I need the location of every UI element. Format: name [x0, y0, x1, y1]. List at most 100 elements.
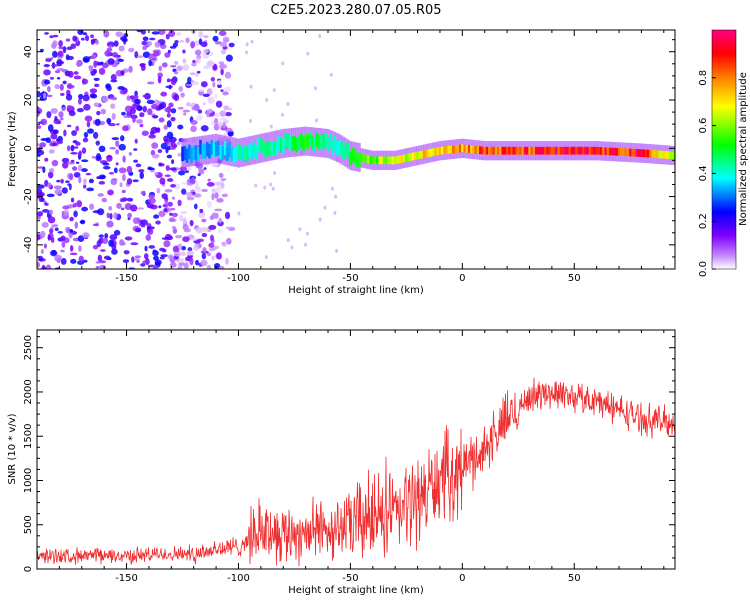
- ridge-cell: [530, 146, 534, 155]
- noise-speckle: [206, 252, 212, 257]
- noise-speckle: [190, 79, 194, 83]
- noise-speckle: [193, 103, 200, 112]
- noise-speckle: [56, 77, 61, 80]
- sparse-speckle: [333, 210, 337, 215]
- ridge-cell: [340, 141, 343, 157]
- noise-speckle: [91, 53, 97, 60]
- ridge-cell: [324, 133, 328, 149]
- noise-speckle: [67, 70, 74, 78]
- ridge-cell: [590, 146, 594, 155]
- ridge-cell: [573, 146, 576, 155]
- noise-speckle: [84, 34, 90, 42]
- ridge-cell: [664, 151, 668, 159]
- x-tick-label: 50: [568, 273, 581, 284]
- noise-speckle: [158, 205, 162, 209]
- noise-speckle: [78, 93, 84, 100]
- ridge-cell: [620, 148, 623, 156]
- ridge-cell: [474, 145, 478, 154]
- noise-speckle: [139, 123, 144, 128]
- noise-speckle: [180, 92, 185, 98]
- noise-speckle: [50, 107, 58, 114]
- ridge-cell: [306, 134, 310, 149]
- noise-speckle: [200, 41, 208, 48]
- ridge-cell: [369, 156, 372, 164]
- ridge-cell: [622, 148, 625, 157]
- noise-speckle: [157, 149, 163, 154]
- noise-speckle: [48, 149, 55, 154]
- sparse-speckle: [290, 245, 294, 250]
- ridge-cell: [201, 144, 205, 159]
- ridge-cell: [494, 146, 498, 155]
- noise-speckle: [46, 111, 52, 119]
- noise-speckle: [148, 193, 155, 199]
- noise-speckle: [106, 85, 112, 92]
- noise-speckle: [165, 85, 173, 89]
- noise-speckle: [84, 115, 93, 122]
- ridge-cell: [458, 144, 462, 153]
- noise-speckle: [121, 189, 126, 194]
- noise-speckle: [122, 259, 130, 263]
- ridge-cell: [295, 138, 299, 153]
- noise-speckle: [72, 35, 78, 42]
- noise-speckle: [202, 247, 207, 254]
- noise-speckle: [154, 41, 161, 48]
- noise-speckle: [43, 63, 50, 68]
- ridge-cell: [416, 151, 419, 160]
- noise-speckle: [82, 259, 88, 263]
- noise-speckle: [202, 93, 210, 97]
- noise-speckle: [159, 102, 164, 110]
- noise-speckle: [85, 172, 92, 176]
- noise-speckle: [212, 81, 216, 88]
- noise-speckle: [94, 83, 100, 88]
- ridge-cell: [579, 146, 583, 155]
- snr-frame: [36, 329, 676, 570]
- ridge-cell: [658, 150, 661, 159]
- ridge-cell: [389, 156, 393, 165]
- noise-speckle: [153, 255, 159, 261]
- noise-speckle: [200, 81, 208, 88]
- ridge-cell: [396, 156, 399, 164]
- noise-speckle: [96, 240, 102, 248]
- noise-speckle: [106, 212, 110, 219]
- noise-speckle: [219, 110, 227, 117]
- noise-speckle: [122, 155, 126, 163]
- ridge-cell: [479, 146, 482, 155]
- ridge-cell: [523, 146, 527, 155]
- ridge-cell: [371, 156, 375, 165]
- noise-speckle: [177, 124, 184, 130]
- ridge-cell: [273, 141, 276, 156]
- noise-speckle: [193, 40, 200, 47]
- ridge-cell: [492, 146, 496, 155]
- noise-speckle: [47, 171, 54, 179]
- noise-speckle: [76, 61, 82, 68]
- ridge-cell: [250, 144, 254, 160]
- noise-speckle: [83, 184, 87, 189]
- noise-speckle: [124, 236, 133, 241]
- colorbar-tick-label: 0.4: [698, 165, 709, 181]
- ridge-cell: [235, 146, 238, 161]
- noise-speckle: [197, 173, 201, 177]
- noise-speckle: [111, 178, 118, 181]
- noise-speckle: [78, 255, 84, 263]
- noise-speckle: [104, 50, 112, 57]
- noise-speckle: [156, 187, 161, 194]
- noise-speckle: [61, 157, 70, 163]
- y-tick-label: -20: [23, 188, 34, 204]
- noise-speckle: [189, 258, 194, 266]
- noise-speckle: [194, 49, 202, 56]
- noise-speckle: [102, 237, 109, 244]
- sparse-speckle: [237, 211, 241, 216]
- noise-speckle: [208, 51, 214, 56]
- y-tick-label: 1500: [23, 423, 34, 448]
- sparse-speckle: [254, 183, 258, 188]
- noise-speckle: [147, 228, 154, 235]
- noise-speckle: [138, 169, 145, 173]
- noise-speckle: [183, 112, 187, 116]
- noise-speckle: [111, 137, 120, 141]
- noise-speckle: [186, 102, 191, 107]
- noise-speckle: [175, 32, 182, 36]
- noise-speckle: [68, 110, 76, 117]
- noise-speckle: [196, 186, 201, 193]
- noise-speckle: [123, 250, 130, 255]
- noise-speckle: [73, 171, 81, 178]
